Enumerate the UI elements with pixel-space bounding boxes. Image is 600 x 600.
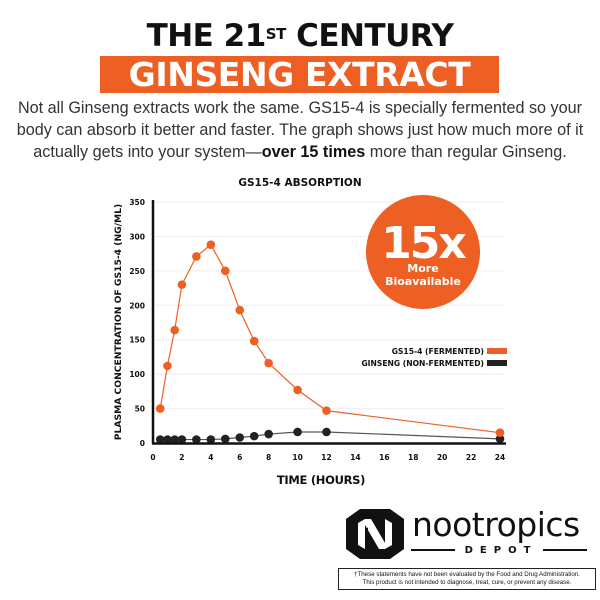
y-axis-ticks: 0 50 100 150 200 250 300 350 [129, 198, 145, 448]
x-tick-label: 8 [266, 453, 271, 462]
x-tick-label: 14 [350, 453, 360, 462]
data-point [495, 428, 505, 437]
data-point [163, 361, 172, 371]
headline-text-end: CENTURY [285, 18, 454, 54]
data-point [206, 240, 216, 249]
y-tick-label: 200 [129, 301, 145, 310]
y-tick-label: 350 [129, 198, 145, 207]
data-point [249, 431, 259, 441]
data-point [220, 266, 230, 276]
intro-text: Not all Ginseng extracts work the same. … [16, 99, 584, 161]
y-tick-label: 50 [135, 405, 145, 414]
y-tick-label: 300 [129, 232, 145, 241]
data-point [264, 358, 273, 368]
intro-emphasis: over 15 times [261, 143, 366, 161]
data-point [264, 429, 273, 439]
chart-title: GS15-4 ABSORPTION [238, 177, 361, 189]
brand-name: nootropics [412, 505, 580, 544]
x-axis-label: TIME (HOURS) [277, 473, 365, 487]
chart-legend: GS15-4 (FERMENTED) GINSENG (NON-FERMENTE… [361, 347, 507, 368]
data-point [155, 404, 165, 413]
disclaimer-line1: †These statements have not been evaluate… [354, 571, 580, 578]
intro-text-end: more than regular Ginseng. [365, 143, 567, 161]
x-axis-ticks: 0 2 4 6 8 10 12 14 16 18 20 22 24 [150, 453, 505, 462]
bioavailability-badge: 15x More Bioavailable [366, 195, 480, 309]
data-point [170, 325, 179, 335]
legend-label-non-fermented: GINSENG (NON-FERMENTED) [361, 359, 484, 368]
data-point [322, 406, 331, 415]
badge-line1: More [407, 262, 438, 275]
badge-line2: Bioavailable [385, 275, 461, 288]
legend-label-fermented: GS15-4 (FERMENTED) [392, 347, 484, 356]
data-point [192, 435, 201, 444]
y-axis-label: PLASMA CONCENTRATION OF GS15-4 (NG/ML) [113, 204, 124, 440]
y-tick-label: 150 [129, 336, 145, 345]
data-point [163, 435, 172, 444]
brand-sub: DEPOT [464, 544, 538, 556]
x-tick-label: 22 [466, 453, 476, 462]
x-tick-label: 0 [150, 453, 155, 462]
y-tick-label: 0 [140, 439, 145, 448]
badge-multiplier: 15x [381, 218, 466, 269]
brand-sub-row: DEPOT [411, 544, 588, 556]
data-point [293, 385, 302, 395]
badge-circle [366, 195, 480, 309]
x-tick-label: 10 [292, 453, 302, 462]
x-tick-label: 20 [437, 453, 447, 462]
data-point [177, 435, 187, 444]
x-tick-label: 4 [208, 453, 213, 462]
fda-disclaimer: †These statements have not been evaluate… [338, 568, 596, 590]
nootropics-logo-icon [346, 509, 404, 559]
x-tick-label: 6 [237, 453, 242, 462]
x-tick-label: 2 [179, 453, 184, 462]
data-point [249, 336, 259, 346]
divider-left [411, 549, 455, 551]
data-point [206, 435, 216, 444]
data-point [155, 435, 165, 444]
intro-paragraph: Not all Ginseng extracts work the same. … [10, 97, 590, 163]
y-tick-label: 250 [129, 267, 145, 276]
data-point [220, 434, 230, 444]
x-tick-label: 12 [321, 453, 331, 462]
legend-swatch-non-fermented [487, 360, 507, 366]
headline-superscript: ST [265, 25, 287, 43]
data-point [177, 280, 187, 289]
data-point [192, 252, 201, 261]
disclaimer-line2: This product is not intended to diagnose… [362, 579, 572, 586]
x-tick-label: 18 [408, 453, 418, 462]
x-tick-label: 24 [495, 453, 505, 462]
headline-text: THE 21 [146, 18, 267, 54]
data-point [235, 305, 245, 315]
data-series [155, 240, 505, 444]
divider-right [543, 549, 588, 551]
data-point [322, 427, 331, 437]
data-point [235, 433, 245, 442]
data-point [495, 434, 505, 444]
y-tick-label: 100 [129, 370, 145, 379]
x-tick-label: 16 [379, 453, 389, 462]
data-point [170, 435, 179, 444]
headline: THE 21ST CENTURY [0, 18, 600, 54]
data-point [293, 427, 302, 437]
title-banner: GINSENG EXTRACT [100, 56, 499, 93]
legend-swatch-fermented [487, 348, 507, 354]
